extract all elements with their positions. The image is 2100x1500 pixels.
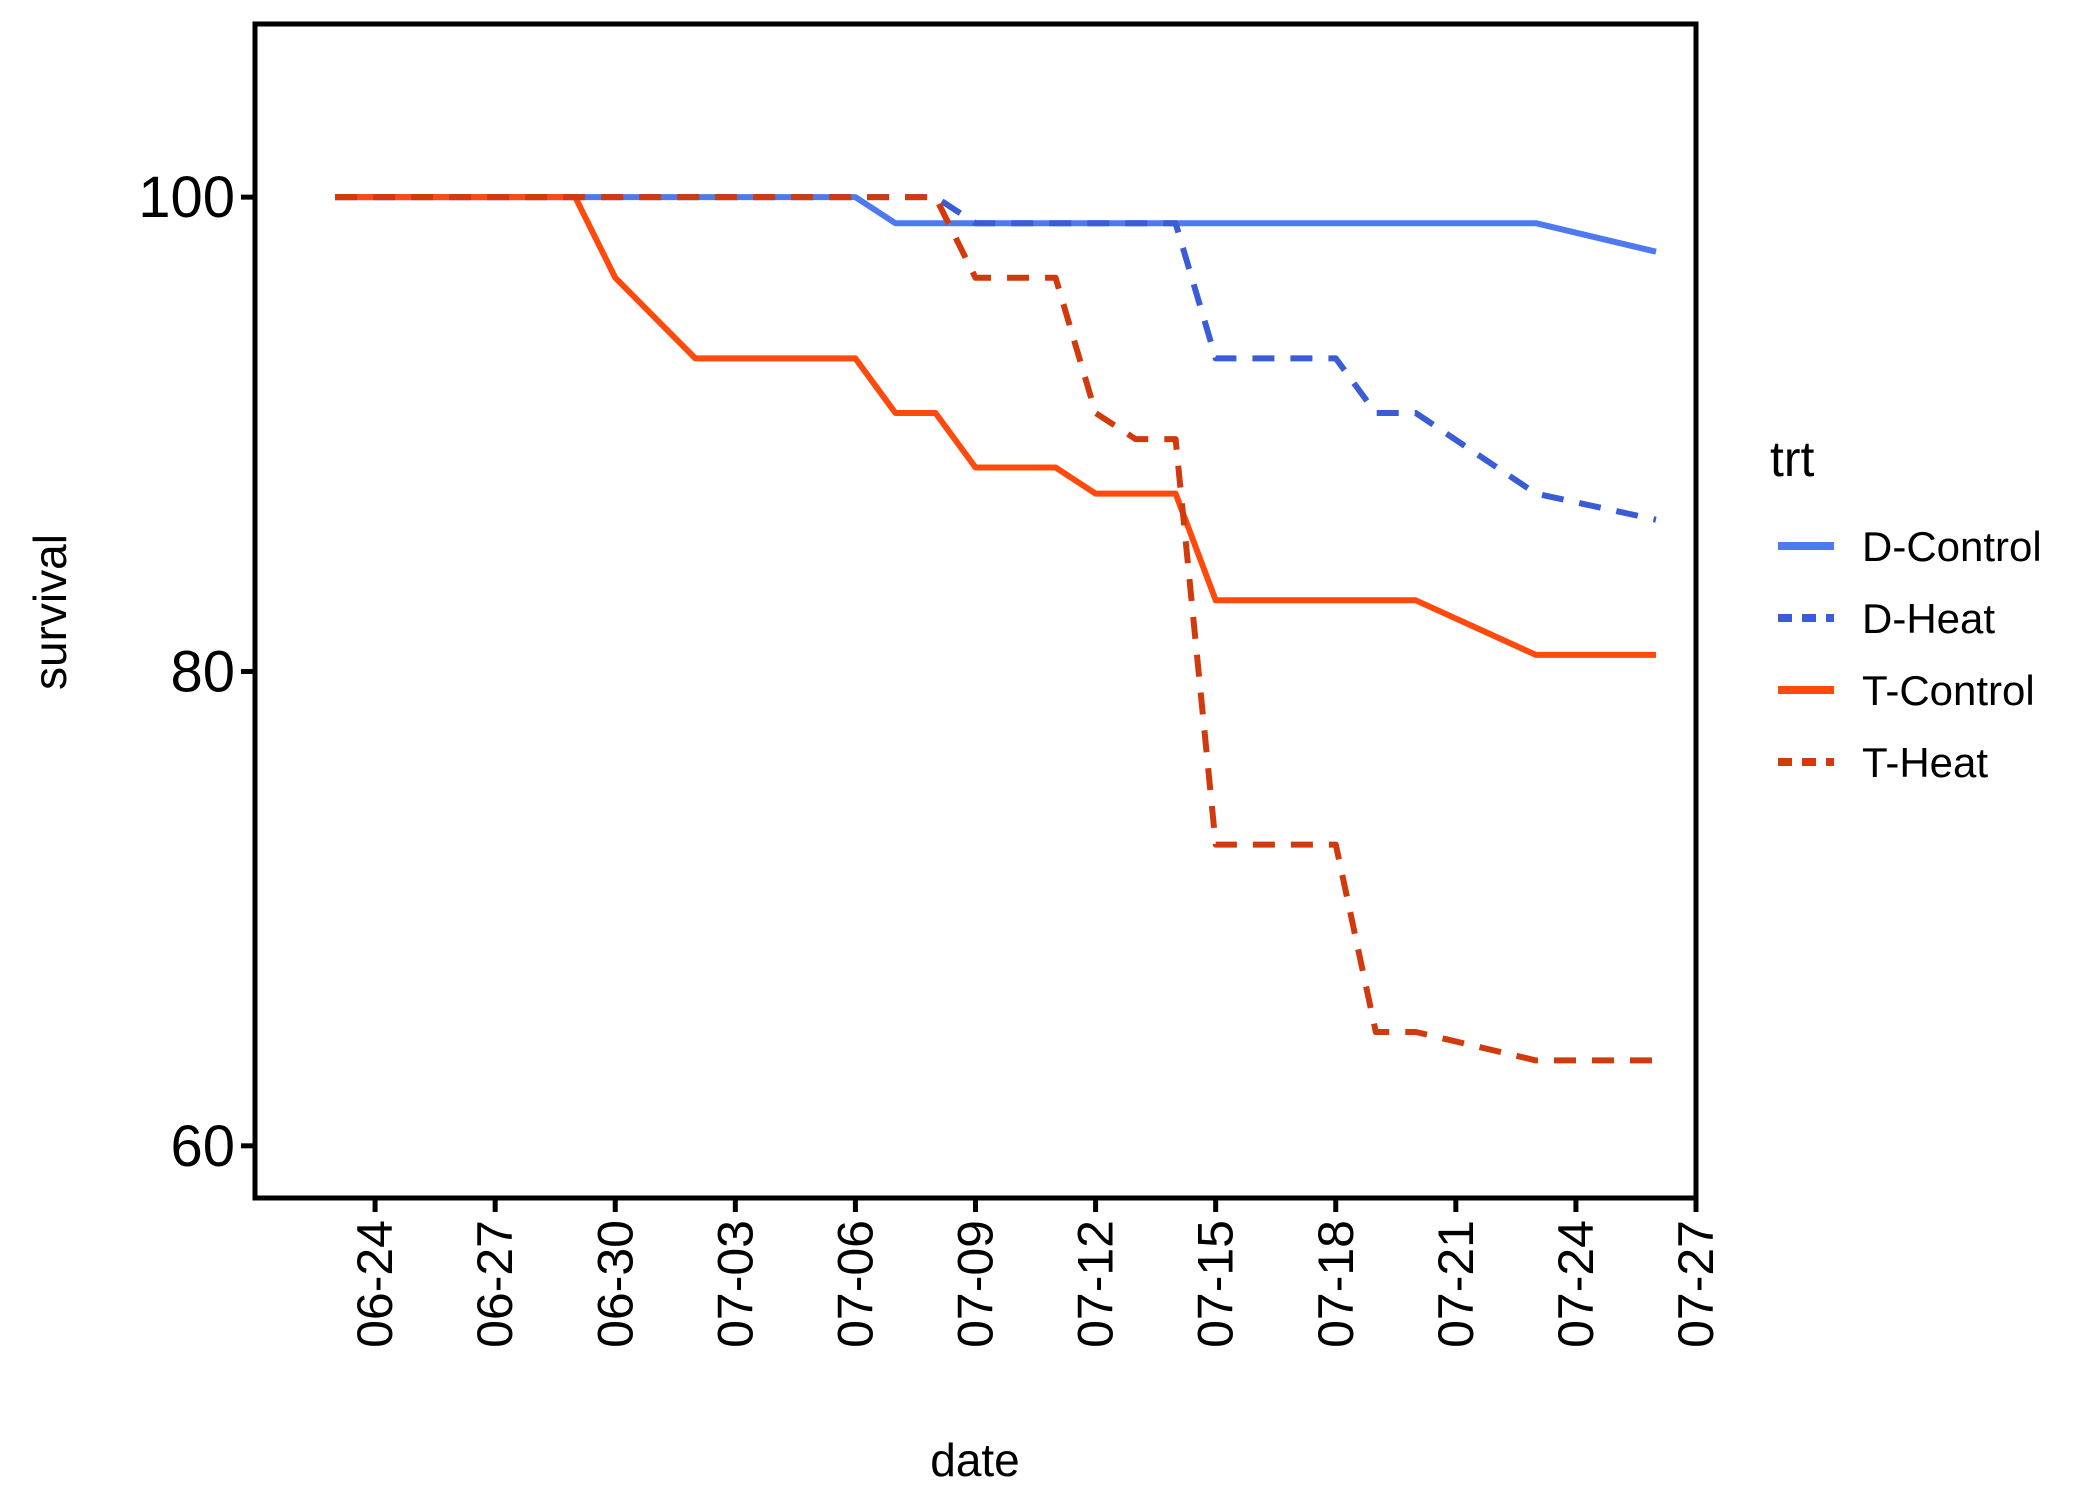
plot-lines <box>335 194 1657 1064</box>
x-tick-label: 07-15 <box>1188 1220 1244 1348</box>
series-line-t-control <box>335 194 1656 658</box>
x-tick-label: 07-06 <box>827 1220 883 1348</box>
legend-label-d-heat: D-Heat <box>1862 595 1995 642</box>
y-axis-title: survival <box>24 534 76 690</box>
y-tick-label: 100 <box>138 165 235 230</box>
legend-label-d-control: D-Control <box>1862 523 2042 570</box>
x-tick-label: 07-27 <box>1668 1220 1724 1348</box>
legend-title: trt <box>1770 431 1815 487</box>
x-tick-label: 06-24 <box>347 1220 403 1348</box>
x-tick-label: 07-18 <box>1308 1220 1364 1348</box>
x-tick-label: 07-03 <box>707 1220 763 1348</box>
x-tick-label: 07-21 <box>1428 1220 1484 1348</box>
x-tick-label: 07-24 <box>1548 1220 1604 1348</box>
y-tick-label: 80 <box>170 639 235 704</box>
x-tick-label: 06-30 <box>587 1220 643 1348</box>
x-axis-title: date <box>930 1434 1020 1486</box>
legend-label-t-control: T-Control <box>1862 667 2035 714</box>
series-line-d-heat <box>335 194 1657 523</box>
legend-label-t-heat: T-Heat <box>1862 739 1988 786</box>
x-tick-label: 07-09 <box>948 1220 1004 1348</box>
x-tick-label: 07-12 <box>1068 1220 1124 1348</box>
y-tick-label: 60 <box>170 1114 235 1179</box>
series-line-d-control <box>335 194 1657 255</box>
series-line-t-heat <box>335 194 1656 1064</box>
x-tick-label: 06-27 <box>467 1220 523 1348</box>
y-axis: 60 80 100 <box>138 165 255 1179</box>
x-axis: 06-24 06-27 06-30 07-03 07-06 07-09 07-12 07-15… <box>347 1198 1724 1348</box>
legend: trt D-Control D-Heat T-Control T-Heat <box>1770 431 2042 786</box>
